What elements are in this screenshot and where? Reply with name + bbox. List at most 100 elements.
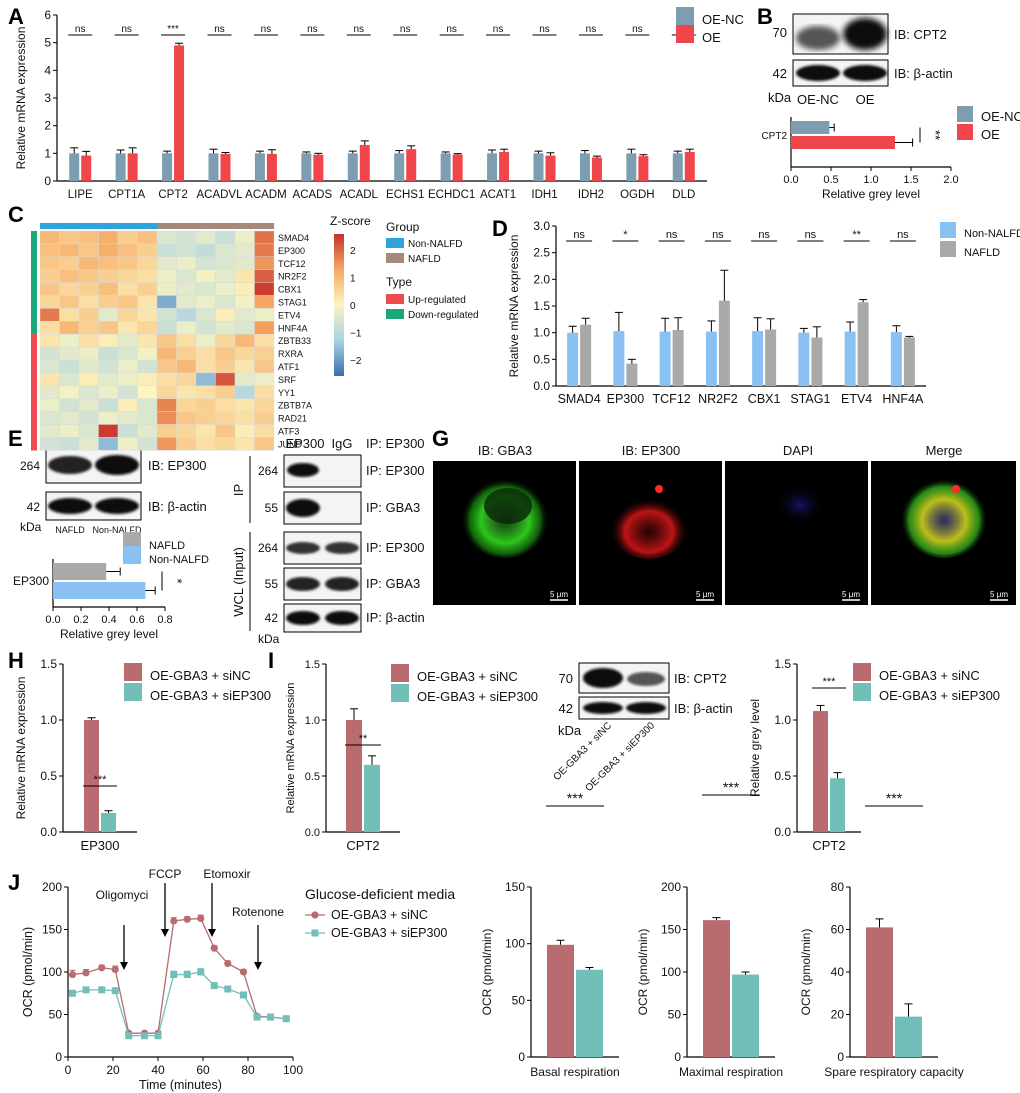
heatmap-colorbar-tick: 2	[350, 246, 356, 257]
A-ytick-label: 2	[44, 119, 51, 133]
heatmap-cell	[254, 398, 275, 412]
heatmap-group-bar	[157, 223, 177, 229]
heatmap-cell	[59, 437, 80, 451]
H-legend-label: OE-GBA3 + siEP300	[150, 688, 271, 703]
chart-j-spare: 0 20 40 60 80 OCR (pmol/min) *** Spare respirat…	[799, 790, 964, 1079]
panel-label-d: D	[492, 216, 508, 241]
heatmap-type-bar	[31, 256, 37, 270]
heatmap-cell	[195, 424, 216, 438]
panel-label-b: B	[757, 4, 773, 29]
blot-f-lane-1: EP300	[285, 436, 324, 451]
heatmap-cell	[117, 437, 138, 451]
heatmap-cell	[254, 424, 275, 438]
heatmap-cell	[176, 372, 197, 386]
D-sig-label: ns	[758, 229, 770, 241]
heatmap-cell	[137, 334, 158, 348]
D-category-label: HNF4A	[882, 392, 924, 406]
heatmap-cell	[39, 256, 60, 270]
J4-xlabel: Spare respiratory capacity	[824, 1065, 963, 1079]
heatmap-cell	[195, 437, 216, 451]
chart-i-grey: 0.0 0.5 1.0 1.5 Relative grey level CPT2 *** OE…	[748, 657, 1000, 853]
heatmap-cell	[59, 411, 80, 425]
J1-xtick-label: 40	[151, 1063, 165, 1077]
panel-label-g: G	[432, 426, 449, 451]
blot-f-band-3a	[286, 542, 320, 554]
heatmap-cell	[234, 282, 255, 296]
D-ytick-label: 0.5	[533, 352, 550, 366]
heatmap-cell	[98, 359, 119, 374]
heatmap-colorbar-title: Z-score	[330, 214, 371, 228]
heatmap-cell	[78, 256, 99, 270]
heatmap-cell	[59, 282, 80, 296]
blot-f: EP300 IgG IP: EP300 264 55 264 55 42 kDa…	[231, 436, 425, 646]
blot-b-kda: kDa	[768, 90, 792, 105]
heatmap-cell	[234, 230, 255, 245]
heatmap-cell	[117, 411, 138, 425]
heatmap-cell	[137, 424, 158, 438]
heatmap-colorbar-tick: 0	[350, 301, 356, 312]
J1-point	[267, 1013, 274, 1021]
heatmap-type-bar	[31, 385, 37, 399]
chart-a: 0 1 2 3 4 5 6 Relative mRNA expression LIPE ns CPT…	[14, 7, 744, 201]
micro-title-4: Merge	[926, 443, 963, 458]
blot-b-label-1: IB: CPT2	[894, 27, 947, 42]
D-sig-label: ns	[897, 229, 909, 241]
H-legend-label: OE-GBA3 + siNC	[150, 668, 251, 683]
A-bar-oe-nc	[626, 153, 637, 181]
H-ytick-label: 1.5	[40, 657, 57, 671]
heatmap-cell	[137, 243, 158, 257]
micro-scale-4: 5 μm	[990, 590, 1008, 599]
heatmap-cell	[254, 346, 275, 361]
heatmap-cell	[215, 256, 236, 270]
heatmap-cell	[59, 346, 80, 361]
J1-annotation-arrowhead	[120, 962, 128, 970]
heatmap-cell	[176, 411, 197, 425]
micro-merge-dot	[952, 485, 960, 493]
blot-f-mw-1: 264	[258, 464, 278, 478]
A-category-label: ACAT1	[480, 189, 516, 201]
A-category-label: IDH1	[531, 189, 557, 201]
heatmap-cell	[254, 411, 275, 425]
heatmap-cell	[59, 372, 80, 386]
heatmap-cell	[39, 308, 60, 322]
A-bar-oe	[127, 153, 138, 181]
heatmap-row-label: RAD21	[278, 414, 307, 424]
heatmap-type-bar	[31, 398, 37, 412]
heatmap-cell	[98, 398, 119, 412]
E-legend-swatch	[123, 532, 141, 550]
A-sig-label: ns	[121, 24, 132, 35]
J1-annotation-label: Rotenone	[232, 905, 284, 919]
heatmap-cell	[117, 346, 138, 361]
J4-ytick-label: 60	[831, 923, 845, 937]
A-ylabel: Relative mRNA expression	[14, 27, 28, 170]
D-bar-nafld	[811, 337, 823, 386]
D-bar-nafld	[903, 337, 915, 386]
A-category-label: ACADM	[245, 189, 287, 201]
A-sig-label: ns	[354, 24, 365, 35]
I2-ytick-label: 0.5	[774, 769, 791, 783]
blot-e-actin-band-1	[48, 498, 92, 514]
J2-ytick-label: 50	[512, 993, 526, 1007]
A-category-label: OGDH	[620, 189, 655, 201]
A-bar-oe	[499, 151, 510, 181]
I2-ytick-label: 1.0	[774, 713, 791, 727]
heatmap-c: SMAD4 EP300 TCF12 NR2F2 CBX1 STAG1 ETV4 HNF4A ZB…	[31, 214, 479, 451]
blot-e-lane-1: NAFLD	[55, 525, 85, 535]
blot-i: 70 42 kDa IB: CPT2 IB: β-actin OE-GBA3 +…	[552, 662, 733, 794]
heatmap-cell	[215, 398, 236, 412]
J1-legend-marker	[311, 929, 319, 937]
heatmap-cell	[215, 334, 236, 348]
B-xtick-label: 0.0	[783, 174, 798, 186]
heatmap-cell	[39, 230, 60, 245]
heatmap-cell	[98, 346, 119, 361]
heatmap-cell	[98, 230, 119, 245]
J1-annotation-label: Oligomyci	[96, 888, 149, 902]
I1-legend-swatch	[391, 684, 409, 702]
heatmap-cell	[176, 243, 197, 257]
H-legend-swatch	[124, 683, 142, 701]
heatmap-type-bar	[31, 424, 37, 438]
heatmap-cell	[98, 243, 119, 257]
heatmap-cell	[39, 411, 60, 425]
heatmap-row-label: CBX1	[278, 285, 302, 295]
heatmap-cell	[176, 321, 197, 335]
